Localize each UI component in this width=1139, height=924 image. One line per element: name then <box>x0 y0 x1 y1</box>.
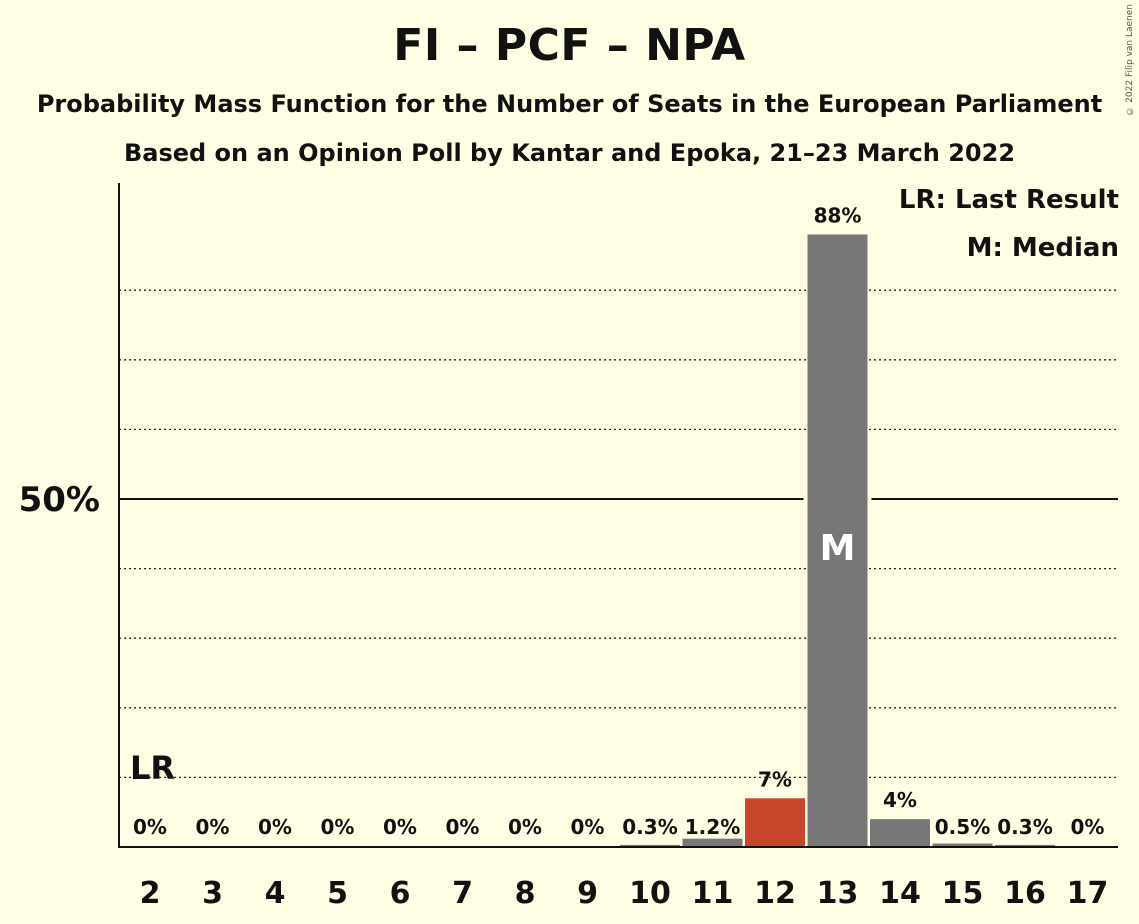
data-label-15: 0.5% <box>935 815 990 839</box>
legend-last-result: LR: Last Result <box>898 185 1119 215</box>
data-label-5: 0% <box>321 815 355 839</box>
legend-median: M: Median <box>966 233 1119 263</box>
bar-15 <box>932 843 993 847</box>
x-tick-label-8: 8 <box>515 876 536 911</box>
x-tick-label-14: 14 <box>879 876 921 911</box>
data-label-16: 0.3% <box>997 815 1052 839</box>
x-tick-label-10: 10 <box>629 876 671 911</box>
data-label-8: 0% <box>508 815 542 839</box>
y-tick-label: 50% <box>19 480 100 520</box>
bar-13 <box>807 234 868 847</box>
median-marker: M <box>820 528 856 569</box>
x-tick-label-15: 15 <box>942 876 984 911</box>
data-label-14: 4% <box>883 788 917 812</box>
bar-16 <box>995 844 1055 847</box>
bar-10 <box>620 844 680 847</box>
x-tick-label-3: 3 <box>202 876 223 911</box>
bar-12 <box>745 798 805 847</box>
chart-subtitle: Probability Mass Function for the Number… <box>36 90 1103 118</box>
x-tick-label-5: 5 <box>327 876 348 911</box>
data-label-10: 0.3% <box>622 815 677 839</box>
data-label-17: 0% <box>1071 815 1105 839</box>
data-label-2: 0% <box>133 815 167 839</box>
data-label-4: 0% <box>258 815 292 839</box>
x-tick-label-11: 11 <box>692 876 734 911</box>
x-tick-label-9: 9 <box>577 876 598 911</box>
bar-11 <box>682 838 743 847</box>
x-tick-label-2: 2 <box>140 876 161 911</box>
data-label-13: 88% <box>814 204 862 228</box>
data-label-12: 7% <box>758 767 792 791</box>
chart-subtitle-poll: Based on an Opinion Poll by Kantar and E… <box>123 139 1016 167</box>
data-label-9: 0% <box>571 815 605 839</box>
data-label-7: 0% <box>446 815 480 839</box>
x-tick-label-12: 12 <box>754 876 796 911</box>
chart-title: FI – PCF – NPA <box>393 20 746 71</box>
data-label-6: 0% <box>383 815 417 839</box>
data-label-11: 1.2% <box>685 815 740 839</box>
x-tick-label-4: 4 <box>265 876 286 911</box>
x-tick-label-13: 13 <box>817 876 859 911</box>
data-label-3: 0% <box>196 815 230 839</box>
x-tick-label-7: 7 <box>452 876 473 911</box>
x-tick-label-17: 17 <box>1067 876 1109 911</box>
last-result-marker: LR <box>130 749 175 787</box>
bar-14 <box>870 819 930 847</box>
x-tick-label-16: 16 <box>1004 876 1046 911</box>
x-tick-label-6: 6 <box>390 876 411 911</box>
